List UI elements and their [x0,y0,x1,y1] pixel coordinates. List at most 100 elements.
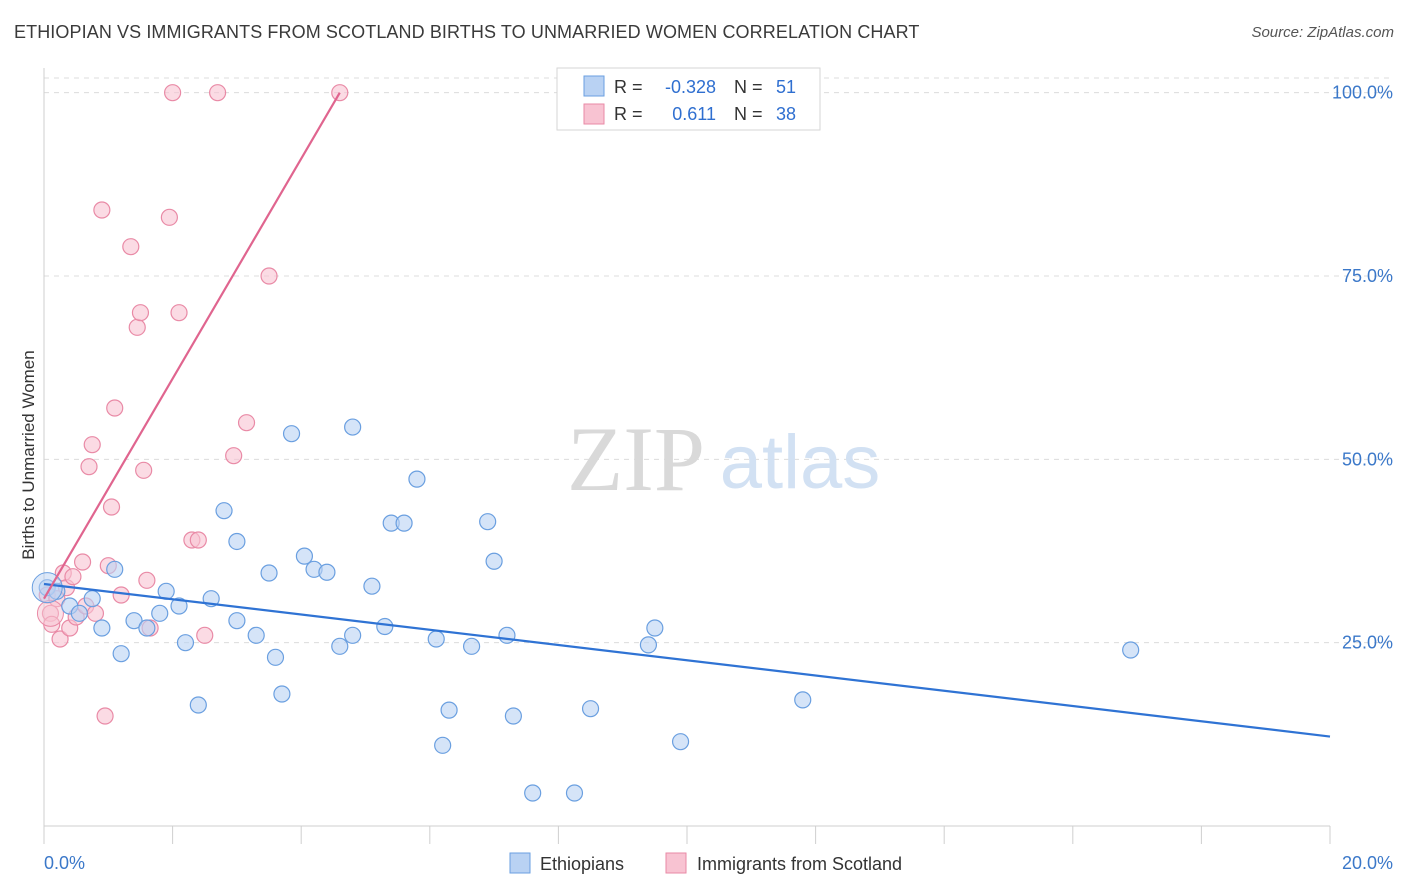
point-scotland-27 [164,84,182,102]
stats-n-label-1: N = [734,77,763,97]
point-ethiopians-13 [176,634,195,652]
x-tick-label-max: 20.0% [1342,853,1393,873]
stats-legend: R = -0.328 N = 51 R = 0.611 N = 38 [556,67,821,131]
watermark-atlas: atlas [720,420,881,505]
point-ethiopians-34 [408,470,426,488]
y-tick-label-2: 75.0% [1342,266,1393,286]
point-ethiopians-20 [260,564,278,582]
y-tick-label-1: 50.0% [1342,449,1393,469]
point-ethiopians-22 [273,685,291,703]
point-scotland-32 [209,84,227,102]
point-ethiopians-23 [282,425,301,443]
point-scotland-18 [106,399,124,417]
point-ethiopians-45 [581,700,600,718]
point-ethiopians-17 [228,612,246,630]
point-ethiopians-43 [524,784,542,802]
point-ethiopians-39 [479,513,497,531]
point-scotland-7 [64,568,82,586]
watermark-zip: ZIP [567,408,705,510]
stats-r-label-1: R = [614,77,643,97]
point-scotland-20 [122,238,140,256]
point-ethiopians-5 [93,619,111,637]
point-ethiopians-4 [83,590,101,608]
point-ethiopians-46 [639,636,658,654]
chart-title: ETHIOPIAN VS IMMIGRANTS FROM SCOTLAND BI… [14,22,920,42]
point-ethiopians-14 [189,696,207,714]
legend-swatch-ethiopians [509,852,531,874]
point-scotland-33 [225,447,243,465]
point-scotland-28 [170,304,188,322]
point-ethiopians-27 [331,637,349,655]
point-ethiopians-7 [112,645,130,663]
stats-n-label-2: N = [734,104,763,124]
point-scotland-34 [237,414,256,432]
point-ethiopians-38 [462,637,481,655]
point-scotland-26 [160,208,178,226]
point-scotland-11 [80,458,98,476]
point-ethiopians-8 [125,612,143,630]
source-credit: Source: ZipAtlas.com [1251,24,1394,41]
point-ethiopians-21 [266,648,285,666]
trend-line-scotland [43,92,341,600]
point-ethiopians-36 [434,736,452,754]
watermark: ZIP atlas [567,408,880,510]
stats-r-value-1: -0.328 [665,77,716,97]
stats-r-value-2: 0.611 [672,104,716,124]
grid-lines [44,77,1392,644]
legend-label-ethiopians: Ethiopians [540,854,624,874]
stats-n-value-1: 51 [776,77,796,97]
point-scotland-14 [93,201,111,219]
point-ethiopians-18 [228,532,246,551]
series-legend: Ethiopians Immigrants from Scotland [509,852,902,874]
legend-label-scotland: Immigrants from Scotland [697,854,902,874]
point-scotland-30 [189,531,207,549]
point-ethiopians-9 [138,619,156,637]
x-tick-label-min: 0.0% [44,853,85,873]
point-scotland-35 [260,267,278,285]
point-scotland-17 [102,498,121,516]
point-ethiopians-40 [485,552,503,570]
point-ethiopians-12 [170,597,188,615]
point-ethiopians-29 [344,626,362,644]
axis-labels: 25.0% 50.0% 75.0% 100.0% 0.0% 20.0% Births to … [19,83,1393,873]
stats-swatch-blue [583,75,605,97]
point-scotland-23 [135,461,153,479]
point-scotland-19 [112,586,130,604]
point-ethiopians-28 [344,418,362,436]
series-ethiopians [31,418,1140,802]
point-scotland-12 [83,436,101,454]
trend-lines [43,92,1331,738]
stats-swatch-pink [583,103,605,125]
series-immigrants-from-scotland [36,84,349,725]
point-ethiopians-48 [671,733,690,751]
point-scotland-9 [73,553,92,571]
point-ethiopians-16 [215,502,233,520]
point-ethiopians-49 [794,691,812,709]
point-ethiopians-35 [427,630,445,648]
point-ethiopians-31 [376,617,394,636]
axes [43,68,1331,844]
y-tick-label-3: 100.0% [1332,83,1393,103]
point-scotland-13 [86,604,105,622]
point-ethiopians-30 [363,577,381,595]
point-ethiopians-42 [504,707,522,725]
point-ethiopians-33 [395,514,413,532]
point-scotland-22 [131,304,150,322]
point-ethiopians-37 [440,701,458,719]
point-ethiopians-10 [151,604,169,622]
point-ethiopians-24 [295,547,314,565]
point-scotland-cluster [36,599,64,627]
point-ethiopians-6 [106,560,124,578]
point-ethiopians-19 [247,626,265,644]
y-tick-label-0: 25.0% [1342,633,1393,653]
point-scotland-31 [196,626,214,644]
point-scotland-21 [128,318,146,336]
point-scotland-15 [96,707,114,725]
point-ethiopians-44 [565,784,584,802]
point-ethiopians-50 [1122,641,1140,659]
point-ethiopians-41 [498,626,516,644]
point-ethiopians-26 [318,563,336,581]
point-scotland-3 [51,630,69,648]
stats-r-label-2: R = [614,104,643,124]
